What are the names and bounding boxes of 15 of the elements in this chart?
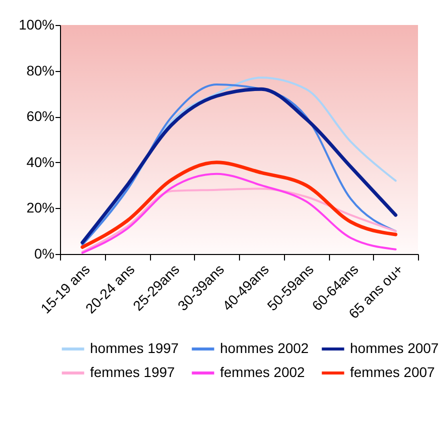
legend-label: hommes 1997: [90, 340, 179, 356]
legend-label: hommes 2007: [350, 340, 439, 356]
y-tick-label: 20%: [26, 200, 54, 216]
y-tick-label: 80%: [26, 62, 54, 78]
line-series: [81, 172, 397, 254]
line-series: [81, 188, 397, 253]
legend-label: femmes 1997: [90, 364, 176, 380]
y-tick-label: 40%: [26, 154, 54, 170]
y-tick-label: 0%: [34, 246, 54, 262]
legend-label: hommes 2002: [220, 340, 309, 356]
legend-label: femmes 2007: [350, 364, 436, 380]
legend-label: femmes 2002: [220, 364, 306, 380]
y-tick-label: 100%: [18, 16, 54, 32]
line-series: [80, 160, 398, 249]
y-tick-label: 60%: [26, 108, 54, 124]
